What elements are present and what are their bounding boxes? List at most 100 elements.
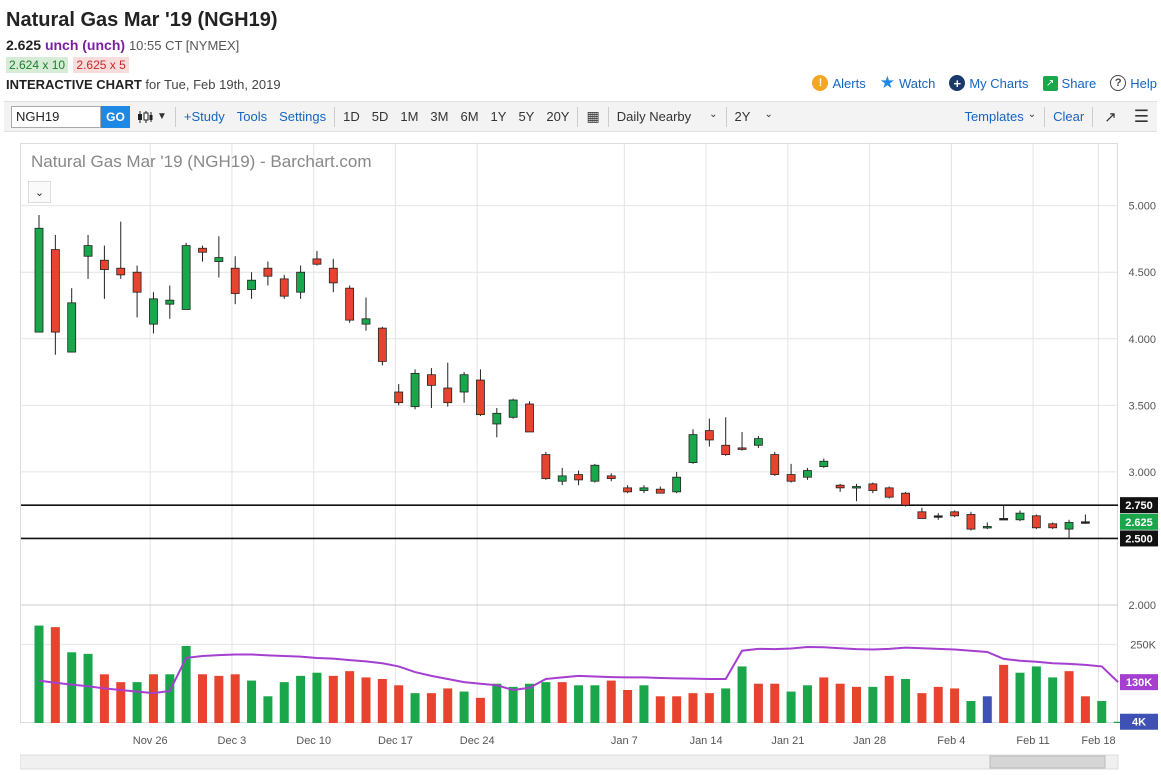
candle-body <box>377 327 387 362</box>
date-tick-label: Dec 24 <box>460 735 495 747</box>
period-button-1y[interactable]: 1Y <box>490 109 507 124</box>
expand-icon[interactable]: ↗ <box>1104 108 1117 126</box>
go-button[interactable]: GO <box>101 105 130 128</box>
candle-body <box>672 476 682 493</box>
period-button-5d[interactable]: 5D <box>371 109 389 124</box>
alerts-link[interactable]: ! Alerts <box>812 75 866 91</box>
volume-tick-label: 250K <box>1130 639 1156 651</box>
volume-bar <box>345 671 355 723</box>
candle-body <box>247 279 256 290</box>
period-button-5y[interactable]: 5Y <box>518 109 535 124</box>
volume-bar <box>655 696 665 723</box>
volume-bar <box>83 653 93 723</box>
toolbar-divider <box>1044 106 1046 127</box>
volume-bar <box>475 697 485 723</box>
price-chart[interactable]: 5.000 4.500 4.000 3.500 3.000 2.000 2.750 2.500… <box>20 143 1159 773</box>
settings-button[interactable]: Settings <box>279 109 327 124</box>
volume-bar <box>1031 666 1041 723</box>
menu-icon[interactable]: ☰ <box>1133 106 1149 126</box>
price-tick-label: 3.000 <box>1128 467 1156 479</box>
volume-bar <box>868 686 878 723</box>
candle-body <box>83 245 93 257</box>
templates-dropdown[interactable]: Templates ⌄ <box>958 109 1042 124</box>
candle-body <box>868 483 878 491</box>
time-scrollbar[interactable] <box>20 754 1119 770</box>
symbol-input[interactable] <box>11 105 101 128</box>
candle-body <box>1048 523 1058 529</box>
candle-body <box>819 460 829 467</box>
price-tick-label: 4.500 <box>1128 267 1156 279</box>
watch-link[interactable]: ★ Watch <box>879 73 936 92</box>
chart-title: Natural Gas Mar '19 (NGH19) - Barchart.c… <box>31 152 372 171</box>
candle-body <box>149 298 158 325</box>
toolbar-divider <box>577 106 579 127</box>
share-link[interactable]: ↗ Share <box>1042 75 1096 91</box>
volume-bar <box>67 652 77 723</box>
candle-body <box>34 227 44 333</box>
calendar-icon[interactable]: ▦ <box>586 108 600 124</box>
help-label: Help <box>1130 75 1157 91</box>
clear-button[interactable]: Clear <box>1053 109 1085 124</box>
ask-value: 2.625 x 5 <box>73 57 129 73</box>
range-dropdown[interactable]: 2Y ⌄ <box>729 109 779 124</box>
volume-bar <box>247 680 257 723</box>
candle-body <box>67 302 77 353</box>
date-tick-label: Feb 18 <box>1081 735 1115 747</box>
period-button-1m[interactable]: 1M <box>400 109 419 124</box>
collapse-button[interactable]: ⌄ <box>28 181 51 203</box>
candle-body <box>884 487 894 498</box>
candle-body <box>361 318 371 325</box>
volume-bar <box>99 674 109 723</box>
volume-bar <box>214 675 224 723</box>
price-level-label: 2.500 <box>1125 533 1153 545</box>
chart-type-dropdown[interactable]: ▼ <box>130 110 173 124</box>
chevron-down-icon: ⌄ <box>34 186 45 199</box>
volume-bar <box>917 693 927 723</box>
volume-bar <box>557 682 567 723</box>
page-title: Natural Gas Mar '19 (NGH19) <box>6 9 278 31</box>
watch-label: Watch <box>898 75 936 91</box>
period-button-6m[interactable]: 6M <box>460 109 479 124</box>
candle-body <box>1081 521 1090 524</box>
volume-bar <box>982 696 992 723</box>
volume-bar <box>508 686 518 723</box>
period-button-20y[interactable]: 20Y <box>546 109 570 124</box>
volume-bar <box>459 691 469 723</box>
candle-body <box>394 391 404 404</box>
help-link[interactable]: ? Help <box>1110 75 1157 91</box>
my-charts-link[interactable]: + My Charts <box>949 75 1029 91</box>
toolbar-divider <box>1092 106 1094 127</box>
study-button[interactable]: +Study <box>183 109 225 124</box>
candle-body <box>459 374 469 393</box>
candle-body <box>786 474 796 482</box>
volume-bar <box>198 674 207 723</box>
volume-bar <box>230 674 240 723</box>
volume-bar <box>688 693 698 723</box>
candle-body <box>704 430 714 441</box>
chevron-down-icon: ⌄ <box>709 109 718 120</box>
volume-average-line <box>38 645 1119 695</box>
volume-bar <box>1113 721 1123 723</box>
candle-body <box>541 454 551 479</box>
candle-body <box>214 257 224 262</box>
volume-bar <box>737 666 747 723</box>
candle-body <box>508 399 518 418</box>
volume-bar <box>312 672 322 723</box>
volume-bar <box>672 696 682 723</box>
volume-bar <box>590 685 600 723</box>
tools-button[interactable]: Tools <box>236 109 268 124</box>
candle-body <box>982 526 992 529</box>
period-button-3m[interactable]: 3M <box>430 109 449 124</box>
volume-bar <box>852 686 861 723</box>
aggregation-label: Daily Nearby <box>616 109 692 124</box>
scrollbar-thumb[interactable] <box>989 755 1106 769</box>
price-tick-label: 3.500 <box>1128 400 1156 412</box>
candle-body <box>426 374 436 386</box>
volume-bar <box>165 674 175 723</box>
volume-bar <box>639 685 649 723</box>
volume-bar <box>132 682 142 723</box>
volume-bar <box>328 675 338 723</box>
period-button-1d[interactable]: 1D <box>343 109 360 124</box>
star-icon: ★ <box>879 73 895 92</box>
aggregation-dropdown[interactable]: Daily Nearby ⌄ <box>611 109 724 124</box>
